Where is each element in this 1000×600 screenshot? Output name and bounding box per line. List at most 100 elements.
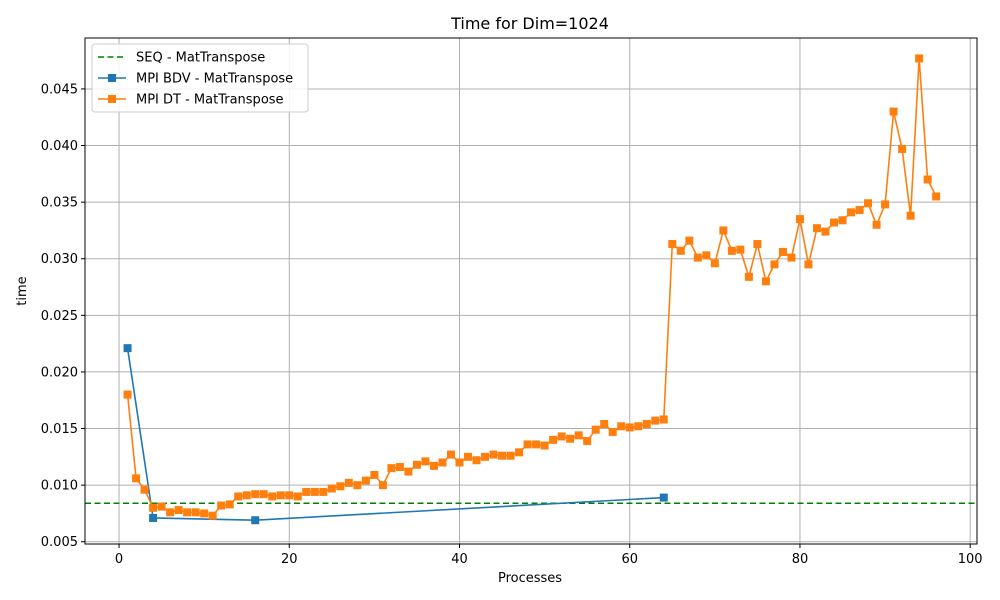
x-axis-ticks: 0 20 40 60 80 100: [115, 544, 983, 567]
dt-point: [523, 440, 532, 449]
dt-point: [651, 416, 660, 425]
plot-frame: [84, 37, 978, 545]
dt-point: [421, 457, 430, 466]
y-axis-ticks: 0.005 0.010 0.015 0.020 0.025 0.030 0.035 0.040…: [41, 82, 85, 550]
dt-point: [498, 451, 507, 460]
chart-title: Time for Dim=1024: [450, 14, 609, 33]
dt-point: [344, 478, 353, 487]
y-tick-label: 0.025: [41, 309, 78, 324]
dt-point: [693, 253, 702, 262]
dt-point: [302, 487, 311, 496]
dt-point: [778, 247, 787, 256]
dt-point: [208, 511, 217, 520]
x-tick-label: 80: [792, 552, 809, 567]
dt-point: [319, 487, 328, 496]
bdv-line: [126, 348, 664, 522]
y-tick-label: 0.020: [41, 365, 78, 380]
x-tick-label: 100: [958, 552, 983, 567]
dt-point: [242, 491, 251, 500]
dt-point: [549, 435, 558, 444]
dt-point: [438, 458, 447, 467]
dt-point: [821, 227, 830, 236]
dt-point: [591, 425, 600, 434]
y-tick-label: 0.035: [41, 196, 78, 211]
dt-point: [744, 272, 753, 281]
dt-point: [276, 491, 285, 500]
y-tick-label: 0.015: [41, 422, 78, 437]
dt-point: [804, 260, 813, 269]
dt-point: [676, 246, 685, 255]
y-tick-label: 0.010: [41, 479, 78, 494]
bdv-series: [123, 344, 668, 525]
x-tick-label: 20: [281, 552, 298, 567]
dt-point: [310, 487, 319, 496]
dt-point: [634, 422, 643, 431]
dt-point: [685, 236, 694, 245]
dt-point: [855, 206, 864, 215]
dt-point: [770, 260, 779, 269]
dt-point: [719, 226, 728, 235]
dt-point: [234, 492, 243, 501]
dt-point: [251, 490, 260, 499]
dt-point: [353, 481, 362, 490]
dt-point: [472, 456, 481, 465]
dt-point: [370, 470, 379, 479]
dt-point: [395, 463, 404, 472]
dt-point: [761, 277, 770, 286]
bdv-point: [123, 344, 132, 353]
dt-point: [847, 208, 856, 217]
dt-point: [327, 484, 336, 493]
bdv-point: [149, 513, 158, 522]
legend-label: MPI DT - MatTranspose: [136, 93, 284, 108]
x-axis-title: Processes: [498, 571, 562, 586]
dt-point: [455, 458, 464, 467]
dt-point: [166, 508, 175, 517]
dt-point: [710, 259, 719, 268]
dt-point: [574, 431, 583, 440]
y-axis-title: time: [15, 276, 30, 305]
dt-point: [864, 199, 873, 208]
dt-point: [225, 500, 234, 509]
dt-point: [361, 476, 370, 485]
dt-point: [906, 211, 915, 220]
bdv-point: [251, 516, 260, 525]
dt-point: [532, 440, 541, 449]
dt-point: [727, 246, 736, 255]
dt-point: [506, 451, 515, 460]
legend-label: MPI BDV - MatTranspose: [136, 72, 293, 87]
dt-point: [566, 434, 575, 443]
dt-point: [668, 240, 677, 249]
dt-point: [259, 490, 268, 499]
dt-point: [923, 175, 932, 184]
dt-point: [932, 192, 941, 201]
dt-point: [515, 448, 524, 457]
x-tick-label: 0: [115, 552, 123, 567]
dt-point: [464, 452, 473, 461]
dt-point: [378, 481, 387, 490]
dt-point: [625, 423, 634, 432]
dt-point: [387, 464, 396, 473]
dt-point: [429, 461, 438, 470]
dt-point: [140, 485, 149, 494]
dt-point: [795, 215, 804, 224]
dt-point: [583, 436, 592, 445]
dt-point: [123, 390, 132, 399]
dt-point: [736, 245, 745, 254]
dt-point: [293, 492, 302, 501]
dt-point: [540, 441, 549, 450]
dt-point: [191, 508, 200, 517]
legend-swatch-marker: [108, 74, 116, 82]
dt-point: [489, 450, 498, 459]
dt-point: [200, 509, 209, 518]
y-tick-label: 0.045: [41, 82, 78, 97]
dt-line: [126, 57, 937, 517]
dt-point: [149, 503, 158, 512]
legend-label: SEQ - MatTranspose: [136, 51, 265, 66]
dt-point: [753, 240, 762, 249]
dt-point: [446, 450, 455, 459]
dt-point: [132, 474, 141, 483]
dt-point: [830, 218, 839, 227]
dt-point: [617, 422, 626, 431]
dt-point: [557, 432, 566, 441]
dt-point: [183, 508, 192, 517]
